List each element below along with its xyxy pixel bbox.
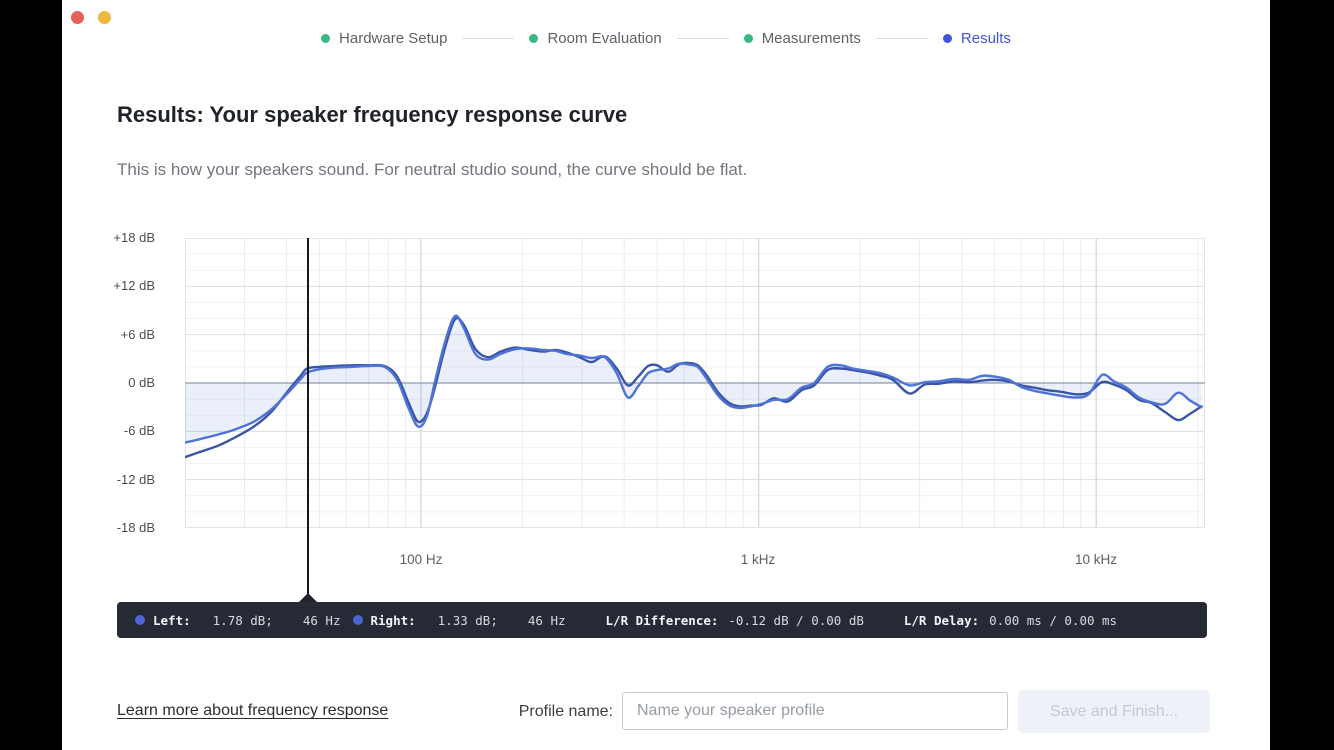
left-freq-value: 46 Hz [302, 612, 341, 628]
y-axis-tick: -12 dB [116, 471, 155, 487]
step-dot-icon [743, 34, 753, 43]
minimize-window-icon[interactable] [98, 11, 111, 24]
profile-name-input[interactable] [622, 692, 1008, 730]
step-label: Results [960, 30, 1011, 47]
learn-more-link[interactable]: Learn more about frequency response [117, 702, 389, 719]
stepper-connector [875, 38, 928, 39]
left-db-value: 1.78 dB; [212, 612, 273, 628]
save-and-finish-button[interactable]: Save and Finish... [1018, 690, 1210, 733]
wizard-stepper: Hardware Setup Room Evaluation Measureme… [62, 30, 1270, 47]
left-channel-dot-icon [135, 615, 145, 625]
app-window: Hardware Setup Room Evaluation Measureme… [62, 0, 1270, 750]
y-axis-tick: -18 dB [116, 520, 155, 535]
lr-difference-value: -0.12 dB / 0.00 dB [728, 612, 864, 628]
step-dot-icon [321, 34, 331, 43]
frequency-cursor-line[interactable] [307, 238, 309, 602]
stepper-connector [676, 38, 729, 39]
page-title: Results: Your speaker frequency response… [117, 102, 628, 127]
window-controls [71, 11, 111, 24]
step-room-evaluation[interactable]: Room Evaluation [529, 30, 662, 47]
right-channel-label: Right: [370, 612, 416, 628]
step-label: Measurements [761, 30, 861, 47]
y-axis-tick: +6 dB [120, 326, 155, 342]
step-dot-icon [942, 34, 952, 43]
right-db-value: 1.33 dB; [437, 612, 498, 628]
page-subtitle: This is how your speakers sound. For neu… [117, 160, 748, 179]
frequency-response-chart[interactable] [185, 238, 1205, 528]
left-channel-label: Left: [153, 612, 191, 628]
step-measurements[interactable]: Measurements [743, 30, 861, 47]
profile-name-label: Profile name: [518, 703, 613, 720]
step-label: Room Evaluation [547, 30, 662, 47]
right-freq-value: 46 Hz [527, 612, 566, 628]
stepper-connector [462, 38, 515, 39]
x-axis-tick-100hz: 100 Hz [399, 552, 443, 567]
x-axis-tick-1khz: 1 kHz [740, 552, 776, 567]
close-window-icon[interactable] [71, 11, 84, 24]
x-axis-tick-10khz: 10 kHz [1074, 552, 1118, 567]
measurement-readout-bar: Left: 1.78 dB; 46 Hz Right: 1.33 dB; 46 Hz L/R… [117, 602, 1207, 638]
y-axis-tick: -6 dB [123, 423, 155, 439]
y-axis-tick: +18 dB [113, 230, 155, 245]
y-axis-tick: +12 dB [113, 278, 155, 294]
lr-difference-label: L/R Difference: [605, 612, 719, 628]
step-hardware-setup[interactable]: Hardware Setup [321, 30, 447, 47]
lr-delay-label: L/R Delay: [903, 612, 980, 628]
right-channel-dot-icon [352, 615, 363, 625]
step-dot-icon [529, 34, 539, 43]
y-axis-tick: 0 dB [128, 375, 155, 390]
lr-delay-value: 0.00 ms / 0.00 ms [989, 612, 1118, 628]
readout-pointer-icon [299, 593, 317, 602]
step-results[interactable]: Results [942, 30, 1011, 47]
step-label: Hardware Setup [339, 30, 448, 47]
